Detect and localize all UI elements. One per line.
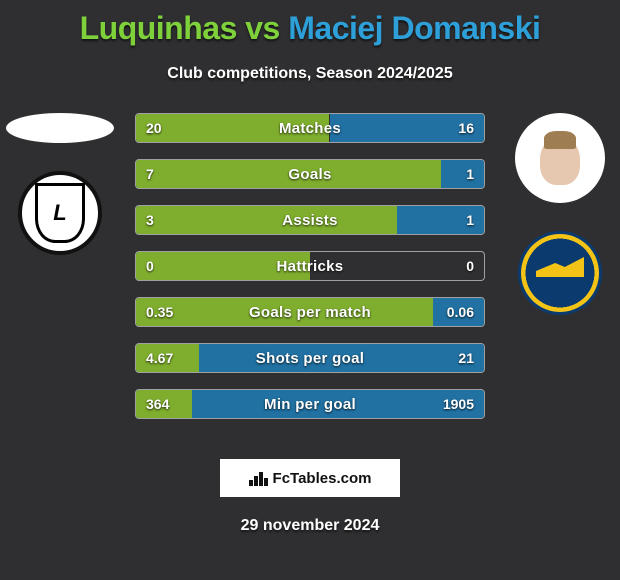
player2-club-badge — [518, 231, 602, 315]
comparison-content: L Matches2016 Goals71 Assists31 Hattricks00… — [0, 113, 620, 433]
stat-row: Shots per goal4.6721 — [135, 343, 485, 373]
bar-fill-left — [136, 344, 199, 372]
bar-fill-left — [136, 390, 192, 418]
bar-fill-left — [136, 160, 441, 188]
player1-name: Luquinhas — [80, 10, 237, 46]
bar-fill-left — [136, 252, 310, 280]
bar-fill-right — [441, 160, 485, 188]
subtitle: Club competitions, Season 2024/2025 — [0, 65, 620, 83]
stat-row: Goals71 — [135, 159, 485, 189]
comparison-title: Luquinhas vs Maciej Domanski — [0, 0, 620, 47]
bar-fill-right — [192, 390, 484, 418]
player1-column: L — [10, 113, 110, 255]
stat-row: Assists31 — [135, 205, 485, 235]
player2-name: Maciej Domanski — [288, 10, 540, 46]
stat-value-right: 0 — [456, 252, 484, 280]
bar-fill-right — [397, 206, 484, 234]
vs-label: vs — [245, 10, 280, 46]
bar-fill-left — [136, 206, 397, 234]
bars-icon — [249, 470, 267, 486]
player1-avatar — [6, 113, 114, 143]
bar-fill-right — [199, 344, 484, 372]
player1-club-badge: L — [18, 171, 102, 255]
player2-column — [510, 113, 610, 315]
bar-fill-left — [136, 298, 433, 326]
brand-text: FcTables.com — [273, 470, 372, 487]
footer-logo-wrap: FcTables.com — [0, 459, 620, 497]
date-label: 29 november 2024 — [0, 517, 620, 535]
bar-fill-right — [330, 114, 485, 142]
stat-row: Min per goal3641905 — [135, 389, 485, 419]
bar-fill-left — [136, 114, 329, 142]
stat-row: Goals per match0.350.06 — [135, 297, 485, 327]
brand-logo: FcTables.com — [220, 459, 400, 497]
player2-avatar — [515, 113, 605, 203]
stat-bars: Matches2016 Goals71 Assists31 Hattricks00 Go… — [135, 113, 485, 419]
stat-row: Matches2016 — [135, 113, 485, 143]
bar-fill-right — [433, 298, 484, 326]
stat-row: Hattricks00 — [135, 251, 485, 281]
